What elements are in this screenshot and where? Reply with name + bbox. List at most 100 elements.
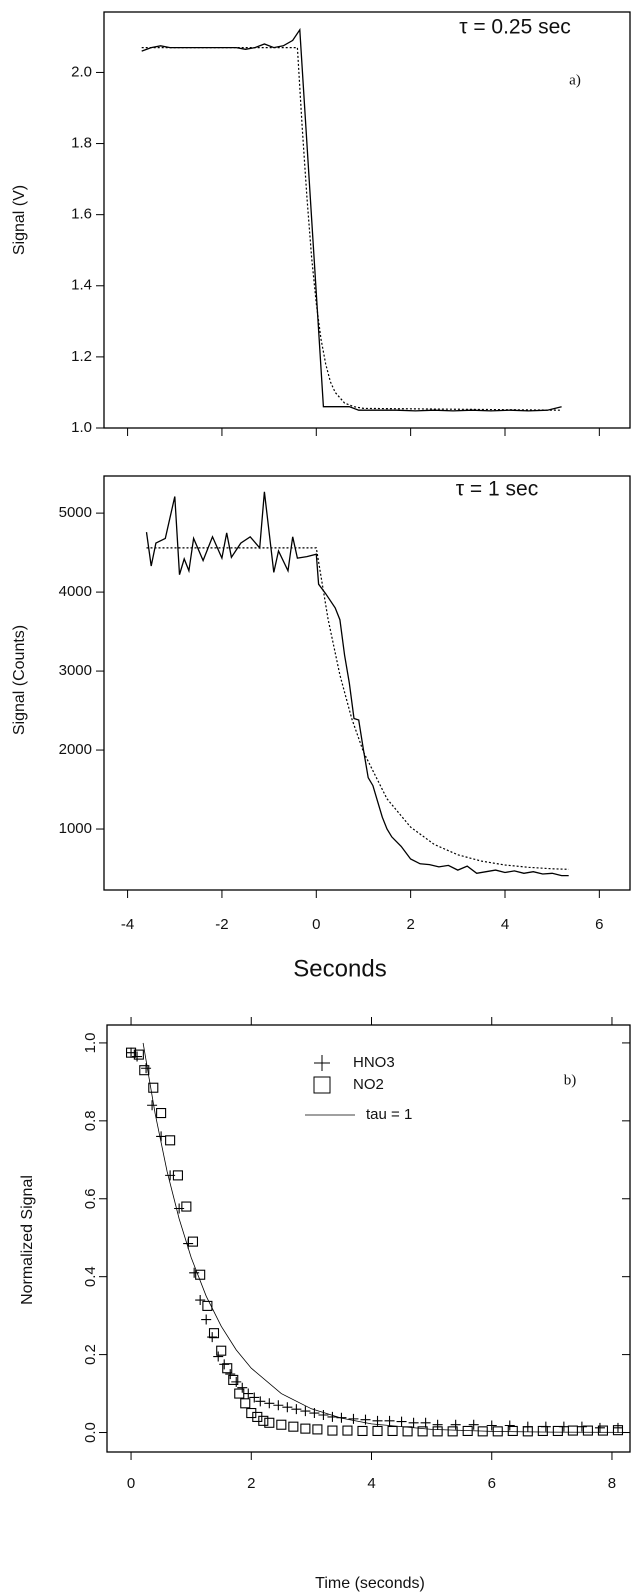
legend-label: tau = 1 [366,1106,412,1123]
plus-marker [594,1422,605,1433]
x-tick-label: 4 [501,916,509,933]
square-marker [228,1374,239,1385]
plus-marker [255,1396,266,1407]
square-marker [240,1398,251,1409]
x-tick-label: 6 [595,916,603,933]
x-tick-label: 8 [608,1475,616,1492]
annotation: τ = 1 sec [456,478,538,501]
y-axis-label: Signal (V) [11,185,28,255]
plus-marker [225,1369,236,1380]
square-marker [258,1415,269,1426]
plus-marker [300,1406,311,1417]
plot-frame [106,1024,631,1453]
annotation: b) [564,1072,577,1088]
plus-marker [612,1422,623,1433]
x-tick-label: -4 [121,916,134,933]
y-axis-label: Normalized Signal [19,1175,36,1305]
x-tick-label: 0 [312,916,320,933]
square-marker [582,1425,593,1436]
y-tick-label: 2000 [59,741,92,758]
plus-marker [327,1411,338,1422]
plus-marker [273,1400,284,1411]
plus-marker [468,1419,479,1430]
square-marker [432,1426,443,1437]
y-tick-label: 3000 [59,662,92,679]
square-marker [222,1363,233,1374]
y-tick-label: 5000 [59,504,92,521]
plus-marker [486,1420,497,1431]
plus-marker [132,1051,143,1062]
y-tick-label: 1.8 [71,135,92,152]
y-tick-label: 0.2 [82,1344,99,1365]
square-marker [288,1421,299,1432]
plus-marker [450,1419,461,1430]
plus-marker [231,1376,242,1387]
x-tick-label: 0 [127,1475,135,1492]
square-marker [276,1419,287,1430]
plus-marker [504,1420,515,1431]
square-marker [537,1425,548,1437]
plus-marker [576,1421,587,1432]
square-marker [402,1426,413,1437]
y-tick-label: 1000 [59,820,92,837]
square-marker [567,1425,578,1436]
y-tick-label: 1.6 [71,206,92,223]
square-marker [165,1135,176,1146]
square-marker [417,1426,428,1437]
plot-frame [103,475,631,891]
plus-marker [141,1063,152,1074]
square-marker [252,1411,263,1422]
square-marker [312,1424,323,1435]
square-marker [139,1065,150,1076]
plus-marker [195,1295,206,1306]
square-marker [552,1425,563,1437]
legend-marker [313,1076,331,1094]
plus-marker [189,1267,200,1278]
annotation: τ = 0.25 sec [459,16,571,39]
square-marker [187,1236,199,1247]
plus-marker [432,1419,443,1430]
plot-frame [103,11,631,429]
data-line [141,47,562,411]
plus-marker [237,1382,248,1393]
y-tick-label: 1.4 [71,277,92,294]
data-line [145,491,569,877]
y-tick-label: 1.2 [71,348,92,365]
square-marker [342,1425,353,1436]
plus-marker [291,1404,302,1415]
plus-marker [408,1417,419,1428]
plus-marker [156,1131,167,1142]
square-marker [246,1407,257,1419]
x-tick-label: 2 [247,1475,255,1492]
square-marker [300,1423,311,1434]
plus-marker [147,1100,158,1111]
data-line [141,27,562,412]
square-marker [327,1425,338,1436]
square-marker [372,1425,383,1437]
plus-marker [396,1416,407,1427]
plus-marker [207,1332,218,1343]
x-tick-label: 4 [367,1475,375,1492]
data-line [146,547,569,870]
plus-marker [174,1203,185,1214]
data-line [142,1042,631,1433]
square-marker [522,1426,533,1437]
legend-marker [314,1055,330,1071]
y-tick-label: 1.0 [71,419,92,436]
square-marker [264,1417,275,1428]
square-marker [195,1269,206,1280]
square-marker [387,1425,398,1437]
square-marker [357,1425,368,1437]
square-marker [172,1170,183,1181]
plus-marker [348,1413,359,1424]
plus-marker [219,1359,230,1370]
square-marker [156,1107,167,1119]
legend-label: HNO3 [353,1054,395,1071]
square-marker [181,1201,192,1212]
y-tick-label: 0.4 [82,1266,99,1287]
square-marker [208,1328,220,1339]
annotation: a) [569,72,581,88]
y-tick-label: 1.0 [82,1032,99,1053]
x-axis-label: Seconds [293,955,386,982]
